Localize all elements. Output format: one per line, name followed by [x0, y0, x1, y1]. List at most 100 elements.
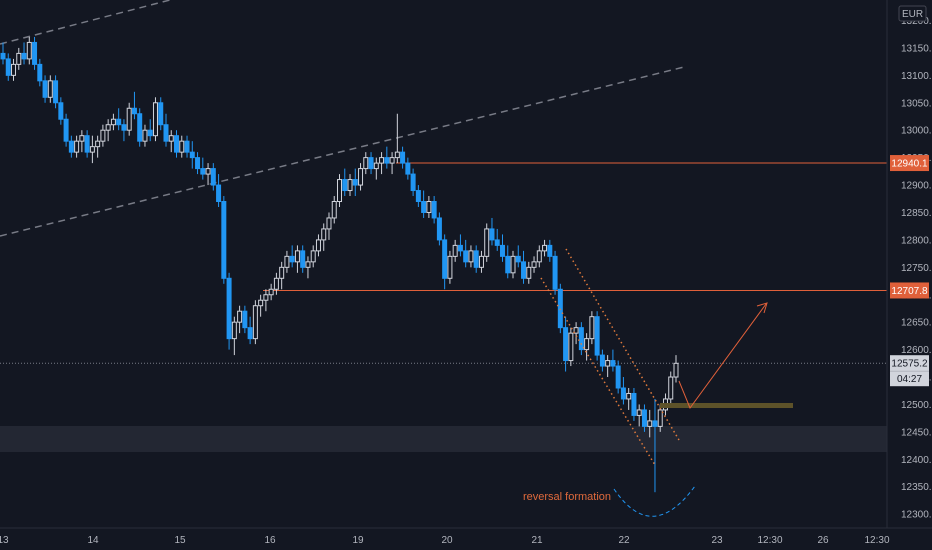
- candle: [337, 174, 342, 207]
- candle: [268, 283, 274, 301]
- candle: [247, 316, 253, 345]
- falling-channel-upper[interactable]: [565, 248, 680, 441]
- candle: [237, 305, 243, 334]
- x-tick-label: 19: [352, 535, 364, 546]
- candle: [84, 130, 90, 158]
- reversal-arc: [613, 485, 696, 517]
- candle: [116, 108, 122, 131]
- x-tick-label: 21: [531, 535, 543, 546]
- time-axis[interactable]: 13 14 15 16 19 20 21 22 23 12:30 26 12:30: [0, 535, 890, 546]
- channel-lower-line[interactable]: [0, 66, 685, 237]
- entry-zone[interactable]: [660, 403, 793, 408]
- candle: [442, 234, 448, 290]
- projection-path[interactable]: [678, 303, 767, 410]
- candle: [615, 360, 621, 394]
- candle: [526, 261, 532, 284]
- candle: [457, 234, 463, 257]
- resistance-price-tag: [890, 155, 929, 172]
- candle: [647, 409, 653, 438]
- support-price-tag: [890, 282, 929, 299]
- candle: [342, 168, 348, 197]
- candle: [473, 245, 479, 273]
- candle: [384, 146, 390, 169]
- candle: [505, 245, 511, 279]
- candle: [179, 135, 185, 158]
- candle: [242, 305, 248, 334]
- candle: [547, 239, 553, 262]
- candle: [620, 377, 626, 405]
- candle: [126, 102, 132, 136]
- candle: [394, 113, 400, 164]
- candle: [174, 130, 180, 158]
- candle: [494, 228, 500, 251]
- candle: [79, 130, 85, 153]
- candle: [0, 42, 6, 65]
- candle: [68, 135, 74, 158]
- candle: [400, 146, 406, 169]
- candle: [137, 108, 143, 147]
- candle: [489, 217, 495, 246]
- candle: [373, 157, 379, 180]
- y-tick-label: 12350.0: [901, 482, 932, 493]
- candle: [147, 119, 153, 142]
- candle: [74, 135, 80, 158]
- candle: [131, 91, 137, 120]
- candle: [368, 152, 374, 175]
- channel-upper-line[interactable]: [0, 0, 171, 45]
- x-tick-label: 16: [264, 535, 276, 546]
- candle: [542, 239, 548, 257]
- candle: [358, 163, 364, 191]
- y-tick-label: 13100.0: [901, 71, 932, 82]
- y-tick-label: 12600.0: [901, 345, 932, 356]
- candle: [636, 404, 642, 427]
- candle: [63, 113, 69, 147]
- candle: [110, 113, 116, 131]
- candle: [273, 272, 279, 295]
- candle: [452, 239, 458, 262]
- candle: [668, 371, 674, 405]
- x-tick-label: 15: [174, 535, 186, 546]
- drawings: [0, 0, 887, 364]
- candle: [205, 163, 211, 186]
- candle: [11, 58, 17, 81]
- candle: [436, 212, 442, 246]
- candle: [53, 75, 59, 109]
- candle: [189, 141, 195, 169]
- candle: [5, 53, 11, 81]
- candle: [258, 294, 264, 317]
- candle: [16, 47, 22, 70]
- candle: [415, 185, 421, 207]
- candle: [421, 190, 427, 218]
- candle: [89, 135, 95, 164]
- candle: [431, 196, 437, 224]
- candle: [21, 42, 27, 65]
- x-tick-label: 22: [618, 535, 630, 546]
- candle: [578, 322, 584, 356]
- candle: [168, 130, 174, 153]
- candle: [589, 311, 595, 345]
- candle: [478, 250, 484, 273]
- candle: [263, 289, 269, 312]
- candle: [100, 124, 106, 147]
- x-tick-label: 26: [817, 535, 829, 546]
- currency-label: EUR: [902, 9, 923, 20]
- candle: [447, 250, 453, 284]
- candle: [26, 36, 32, 65]
- candle: [231, 316, 237, 356]
- x-tick-label: 23: [711, 535, 723, 546]
- candle: [484, 223, 490, 262]
- candle: [510, 250, 516, 279]
- candle: [605, 355, 611, 378]
- y-tick-label: 12850.0: [901, 208, 932, 219]
- candle: [226, 272, 232, 350]
- candle: [652, 398, 658, 493]
- candle: [289, 245, 295, 268]
- candle: [426, 196, 432, 218]
- candle: [610, 349, 616, 372]
- candle: [315, 234, 321, 257]
- falling-channel-lower[interactable]: [540, 277, 656, 466]
- candle: [641, 404, 647, 432]
- y-tick-label: 12650.0: [901, 318, 932, 329]
- currency-badge[interactable]: [898, 5, 927, 22]
